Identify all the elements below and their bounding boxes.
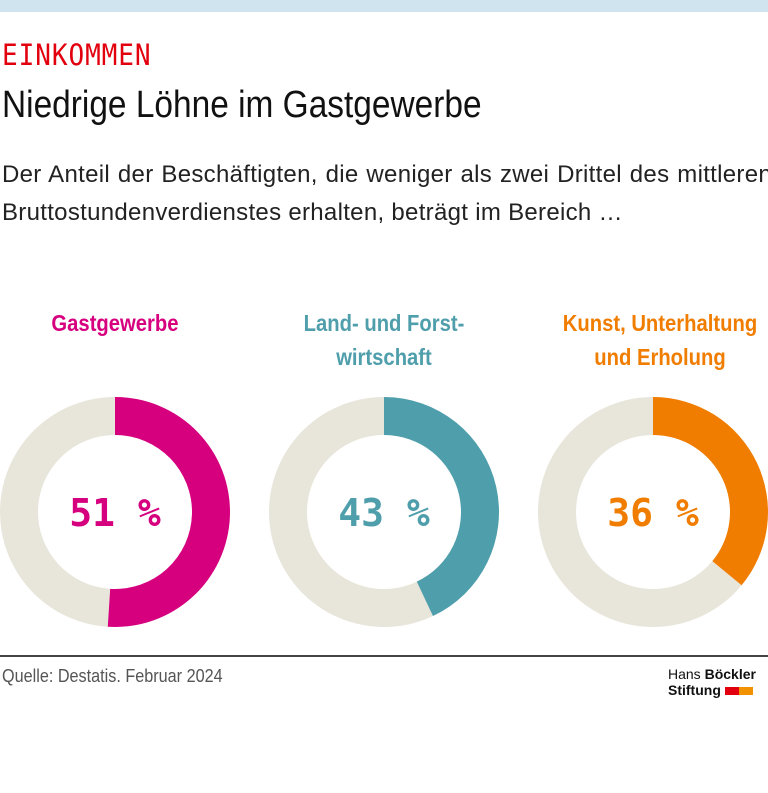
logo: Hans Böckler Stiftung bbox=[668, 666, 756, 698]
divider bbox=[0, 655, 768, 657]
source: Quelle: Destatis. Februar 2024 bbox=[2, 666, 223, 686]
donut-segment bbox=[653, 397, 768, 586]
donut-segment bbox=[384, 397, 500, 617]
kicker: EINKOMMEN bbox=[2, 38, 152, 72]
top-bar bbox=[0, 0, 768, 12]
chart-title-kunst: Kunst, Unterhaltung und Erholung bbox=[562, 310, 758, 370]
donut-value-label: 43 % bbox=[338, 491, 430, 535]
donut-value-label: 36 % bbox=[607, 491, 699, 535]
chart-title-gastgewerbe: Gastgewerbe bbox=[51, 310, 179, 336]
donut-segment bbox=[107, 397, 231, 627]
donut-remainder bbox=[537, 397, 742, 627]
donut-remainder bbox=[269, 397, 433, 627]
donut-charts: 51 % 43 % 36 % bbox=[0, 397, 768, 627]
page-title: Niedrige Löhne im Gastgewerbe bbox=[2, 84, 482, 126]
subtitle: Der Anteil der Beschäftigten, die wenige… bbox=[2, 161, 768, 226]
donut-remainder bbox=[0, 397, 115, 627]
chart-title-land-forst: Land- und Forst-wirtschaft bbox=[303, 310, 465, 370]
donut-value-label: 51 % bbox=[69, 491, 161, 535]
